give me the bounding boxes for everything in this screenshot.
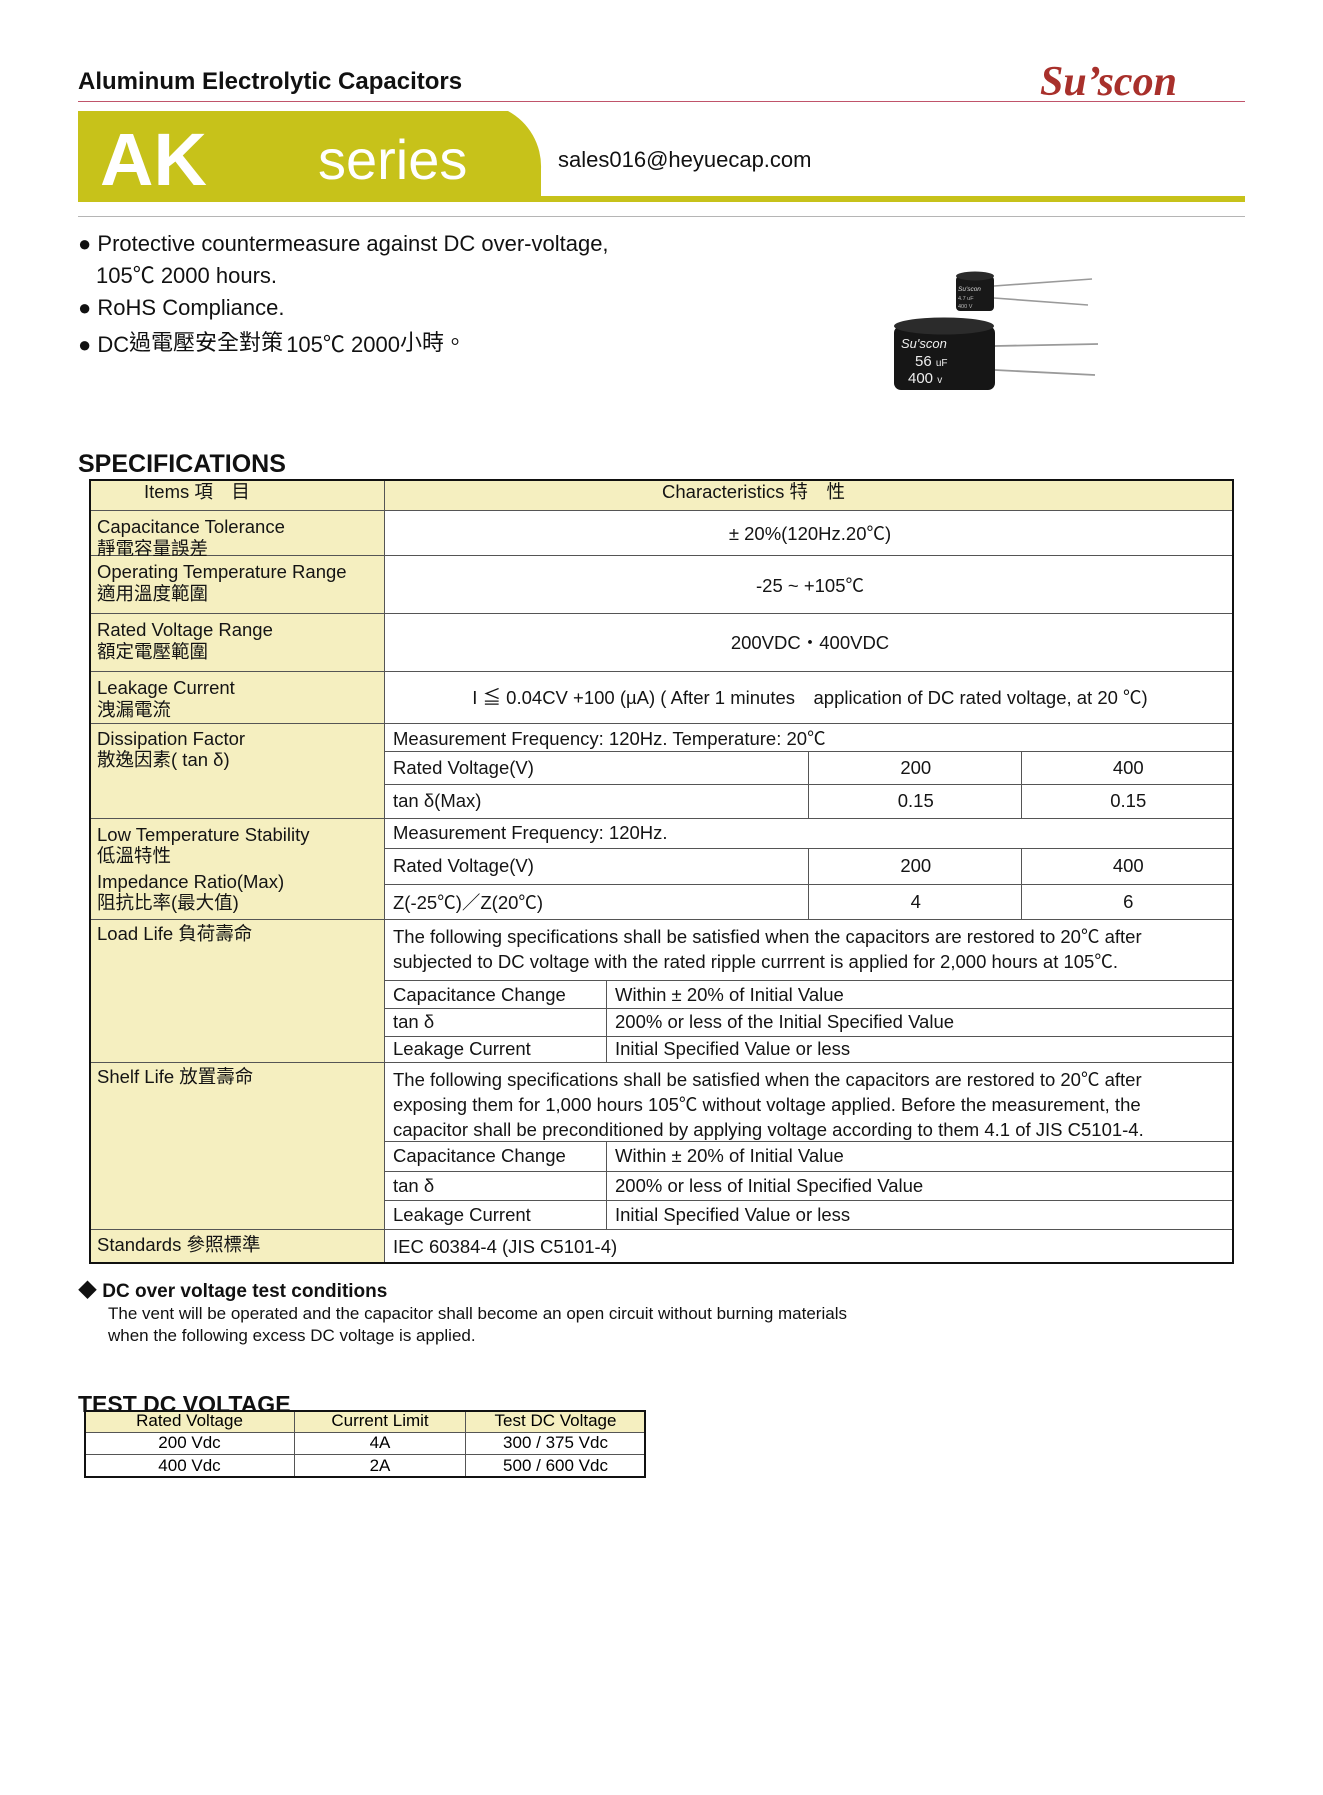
svg-text:Items 項 目: Items 項 目 — [144, 481, 250, 502]
svg-text:過電壓安全對策: 過電壓安全對策 — [129, 330, 283, 355]
svg-text:阻抗比率(最大值): 阻抗比率(最大值) — [97, 892, 239, 913]
svg-text:額定電壓範圍: 額定電壓範圍 — [97, 641, 208, 662]
svg-text:Load Life 負荷壽命: Load Life 負荷壽命 — [97, 923, 252, 944]
svg-text:Su'scon: Su'scon — [901, 336, 947, 351]
svg-text:Shelf Life 放置壽命: Shelf Life 放置壽命 — [97, 1066, 253, 1087]
svg-text:400 V: 400 V — [958, 304, 973, 310]
svg-text:散逸因素( tan δ): 散逸因素( tan δ) — [97, 749, 230, 770]
svg-text:4.7 uF: 4.7 uF — [958, 296, 974, 302]
svg-text:適用溫度範圍: 適用溫度範圍 — [97, 583, 208, 604]
svg-text:小時。: 小時。 — [400, 330, 466, 355]
svg-text:Su'scon: Su'scon — [958, 286, 981, 293]
svg-text:400 v: 400 v — [908, 370, 942, 387]
svg-text:低溫特性: 低溫特性 — [97, 845, 171, 866]
svg-text:Characteristics 特 性: Characteristics 特 性 — [662, 481, 845, 502]
svg-text:洩漏電流: 洩漏電流 — [97, 699, 171, 720]
svg-text:Standards 參照標準: Standards 參照標準 — [97, 1234, 260, 1255]
